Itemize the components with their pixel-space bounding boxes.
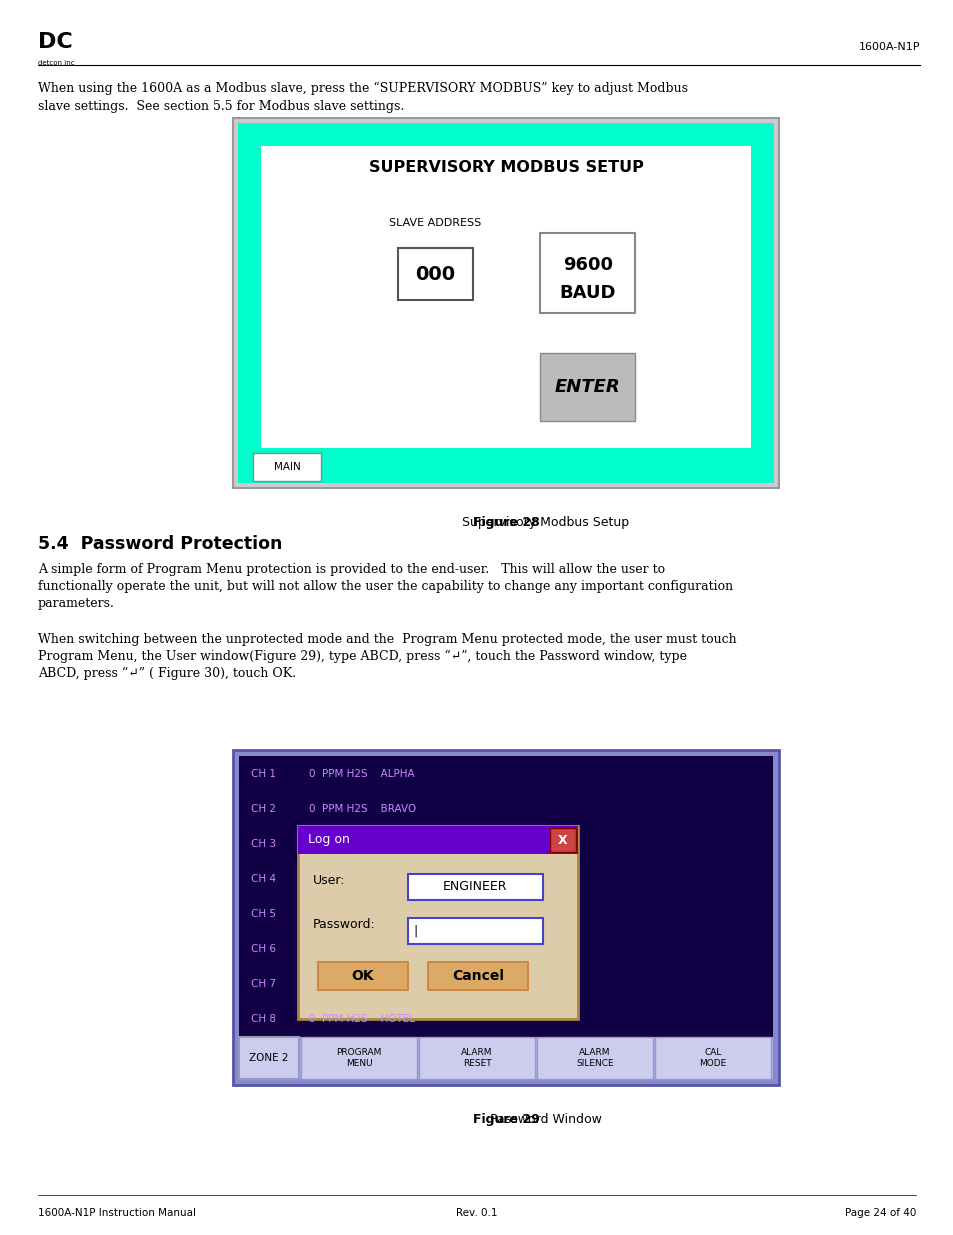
Bar: [239, 1037, 298, 1079]
Bar: [418, 1037, 535, 1079]
Text: Password:: Password:: [313, 918, 375, 931]
Bar: [297, 826, 578, 1019]
Text: 0  PPM H2S    HOTEL: 0 PPM H2S HOTEL: [309, 1014, 415, 1025]
Text: Supervisory Modbus Setup: Supervisory Modbus Setup: [458, 516, 629, 529]
Text: CAL
MODE: CAL MODE: [699, 1049, 726, 1068]
Bar: [428, 962, 527, 990]
Bar: [550, 827, 576, 852]
Text: User:: User:: [313, 874, 345, 887]
Bar: [239, 756, 772, 1037]
Text: Figure 28: Figure 28: [472, 516, 538, 529]
Text: CH 6: CH 6: [251, 945, 275, 955]
Text: MAIN: MAIN: [274, 462, 300, 472]
Text: ZONE 2: ZONE 2: [249, 1053, 289, 1063]
Text: ENGINEER: ENGINEER: [443, 881, 507, 893]
Text: X: X: [558, 834, 567, 846]
Text: When using the 1600A as a Modbus slave, press the “SUPERVISORY MODBUS” key to ad: When using the 1600A as a Modbus slave, …: [38, 82, 687, 95]
Text: CH 2: CH 2: [251, 804, 275, 814]
Bar: [539, 353, 635, 421]
Text: functionally operate the unit, but will not allow the user the capability to cha: functionally operate the unit, but will …: [38, 580, 732, 593]
Bar: [397, 248, 472, 300]
Text: Cancel: Cancel: [452, 969, 503, 983]
Bar: [239, 756, 772, 1079]
Text: Figure 29: Figure 29: [472, 1113, 538, 1126]
Text: DC: DC: [38, 32, 72, 52]
Text: |: |: [413, 925, 416, 937]
Text: 000: 000: [415, 264, 455, 284]
Text: 1600A-N1P: 1600A-N1P: [858, 42, 919, 52]
Bar: [408, 918, 542, 944]
Text: CH 3: CH 3: [251, 839, 275, 848]
Bar: [261, 146, 750, 448]
Bar: [253, 453, 320, 480]
Text: Page 24 of 40: Page 24 of 40: [843, 1208, 915, 1218]
Text: CH 1: CH 1: [251, 768, 275, 778]
Text: ENTER: ENTER: [555, 378, 620, 396]
Bar: [297, 826, 578, 853]
Text: CH 7: CH 7: [251, 979, 275, 989]
Text: parameters.: parameters.: [38, 597, 114, 610]
Text: 0  PPM H2S    BRAVO: 0 PPM H2S BRAVO: [309, 804, 416, 814]
Text: ALARM
SILENCE: ALARM SILENCE: [576, 1049, 613, 1068]
Bar: [408, 874, 542, 900]
Bar: [233, 119, 779, 488]
Text: OK: OK: [352, 969, 374, 983]
Text: 5.4  Password Protection: 5.4 Password Protection: [38, 535, 282, 553]
Text: SLAVE ADDRESS: SLAVE ADDRESS: [389, 219, 480, 228]
Bar: [237, 124, 773, 483]
Text: Log on: Log on: [308, 834, 350, 846]
Text: CH 8: CH 8: [251, 1014, 275, 1025]
Bar: [233, 750, 779, 1086]
Bar: [317, 962, 408, 990]
Text: ALARM
RESET: ALARM RESET: [460, 1049, 493, 1068]
Text: 0  PPM H2S    ALPHA: 0 PPM H2S ALPHA: [309, 768, 415, 778]
Text: ABCD, press “↵” ( Figure 30), touch OK.: ABCD, press “↵” ( Figure 30), touch OK.: [38, 667, 295, 680]
Text: Password Window: Password Window: [485, 1113, 601, 1126]
Bar: [301, 1037, 416, 1079]
Text: detcon inc: detcon inc: [38, 61, 74, 65]
Bar: [655, 1037, 770, 1079]
Text: SUPERVISORY MODBUS SETUP: SUPERVISORY MODBUS SETUP: [368, 161, 642, 175]
Text: 9600: 9600: [562, 256, 612, 274]
Text: PROGRAM
MENU: PROGRAM MENU: [336, 1049, 381, 1068]
Text: 1600A-N1P Instruction Manual: 1600A-N1P Instruction Manual: [38, 1208, 195, 1218]
Text: Program Menu, the User window(Figure 29), type ABCD, press “↵”, touch the Passwo: Program Menu, the User window(Figure 29)…: [38, 650, 686, 663]
Text: A simple form of Program Menu protection is provided to the end-user.   This wil: A simple form of Program Menu protection…: [38, 563, 664, 576]
Text: slave settings.  See section 5.5 for Modbus slave settings.: slave settings. See section 5.5 for Modb…: [38, 100, 404, 112]
Text: CH 5: CH 5: [251, 909, 275, 919]
Text: BAUD: BAUD: [559, 284, 616, 303]
Text: Rev. 0.1: Rev. 0.1: [456, 1208, 497, 1218]
Text: CH 4: CH 4: [251, 874, 275, 884]
Bar: [539, 233, 635, 312]
Bar: [537, 1037, 652, 1079]
Text: When switching between the unprotected mode and the  Program Menu protected mode: When switching between the unprotected m…: [38, 634, 736, 646]
